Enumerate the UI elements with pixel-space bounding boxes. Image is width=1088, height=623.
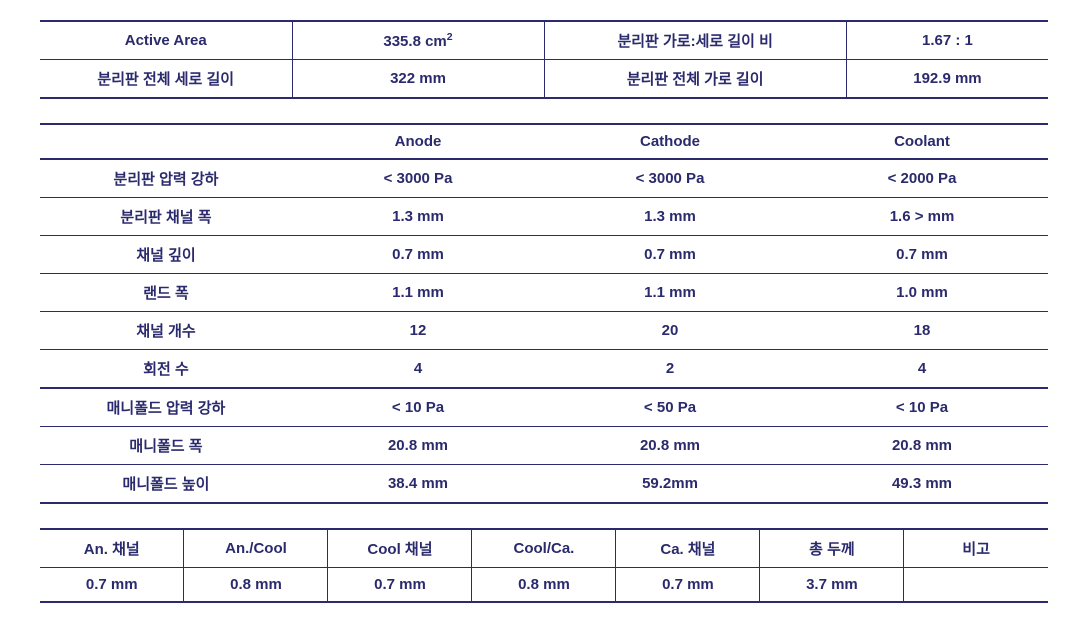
cell-value: 192.9 mm xyxy=(846,60,1048,99)
cell-value: 0.8 mm xyxy=(472,568,616,603)
col-header: Ca. 채널 xyxy=(616,529,760,568)
col-header: Cool/Ca. xyxy=(472,529,616,568)
cell-coolant: 1.0 mm xyxy=(796,274,1048,312)
cell-cathode: 59.2mm xyxy=(544,465,796,504)
col-header-blank xyxy=(40,124,292,159)
cell-cathode: 20 xyxy=(544,312,796,350)
col-header: Cool 채널 xyxy=(328,529,472,568)
cell-anode: 1.1 mm xyxy=(292,274,544,312)
table-row: 매니폴드 폭 20.8 mm 20.8 mm 20.8 mm xyxy=(40,427,1048,465)
table-row: 회전 수 4 2 4 xyxy=(40,350,1048,389)
cell-value: 322 mm xyxy=(292,60,544,99)
table-row: 분리판 채널 폭 1.3 mm 1.3 mm 1.6 > mm xyxy=(40,198,1048,236)
cell-value: 0.7 mm xyxy=(40,568,184,603)
cell-coolant: 20.8 mm xyxy=(796,427,1048,465)
cell-value: 0.8 mm xyxy=(184,568,328,603)
cell-anode: 38.4 mm xyxy=(292,465,544,504)
cell-cathode: < 50 Pa xyxy=(544,388,796,427)
cell-coolant: < 10 Pa xyxy=(796,388,1048,427)
cell-label: 분리판 전체 세로 길이 xyxy=(40,60,292,99)
cell-anode: 4 xyxy=(292,350,544,389)
row-label: 채널 개수 xyxy=(40,312,292,350)
col-header: 총 두께 xyxy=(760,529,904,568)
cell-coolant: 18 xyxy=(796,312,1048,350)
col-header: 비고 xyxy=(904,529,1048,568)
table-row: 분리판 전체 세로 길이 322 mm 분리판 전체 가로 길이 192.9 m… xyxy=(40,60,1048,99)
top-summary-table: Active Area 335.8 cm2 분리판 가로:세로 길이 비 1.6… xyxy=(40,20,1048,99)
cell-value: 1.67 : 1 xyxy=(846,21,1048,60)
col-header-cathode: Cathode xyxy=(544,124,796,159)
thickness-header-row: An. 채널 An./Cool Cool 채널 Cool/Ca. Ca. 채널 … xyxy=(40,529,1048,568)
cell-value: 0.7 mm xyxy=(616,568,760,603)
cell-coolant: 49.3 mm xyxy=(796,465,1048,504)
table-row: 분리판 압력 강하 < 3000 Pa < 3000 Pa < 2000 Pa xyxy=(40,159,1048,198)
table-row: 매니폴드 높이 38.4 mm 59.2mm 49.3 mm xyxy=(40,465,1048,504)
col-header-coolant: Coolant xyxy=(796,124,1048,159)
table-row: 랜드 폭 1.1 mm 1.1 mm 1.0 mm xyxy=(40,274,1048,312)
col-header: An./Cool xyxy=(184,529,328,568)
cell-cathode: 1.3 mm xyxy=(544,198,796,236)
cell-coolant: 1.6 > mm xyxy=(796,198,1048,236)
cell-anode: < 10 Pa xyxy=(292,388,544,427)
cell-cathode: < 3000 Pa xyxy=(544,159,796,198)
cell-value: 0.7 mm xyxy=(328,568,472,603)
row-label: 분리판 압력 강하 xyxy=(40,159,292,198)
cell-value xyxy=(904,568,1048,603)
col-header: An. 채널 xyxy=(40,529,184,568)
cell-cathode: 0.7 mm xyxy=(544,236,796,274)
row-label: 회전 수 xyxy=(40,350,292,389)
cell-label: 분리판 전체 가로 길이 xyxy=(544,60,846,99)
spec-table: Anode Cathode Coolant 분리판 압력 강하 < 3000 P… xyxy=(40,123,1048,504)
cell-label: 분리판 가로:세로 길이 비 xyxy=(544,21,846,60)
cell-cathode: 2 xyxy=(544,350,796,389)
row-label: 분리판 채널 폭 xyxy=(40,198,292,236)
cell-cathode: 20.8 mm xyxy=(544,427,796,465)
row-label: 매니폴드 폭 xyxy=(40,427,292,465)
cell-anode: 12 xyxy=(292,312,544,350)
row-label: 채널 깊이 xyxy=(40,236,292,274)
cell-coolant: 0.7 mm xyxy=(796,236,1048,274)
row-label: 랜드 폭 xyxy=(40,274,292,312)
cell-anode: 0.7 mm xyxy=(292,236,544,274)
cell-value: 335.8 cm2 xyxy=(292,21,544,60)
col-header-anode: Anode xyxy=(292,124,544,159)
value-text: 335.8 cm xyxy=(383,33,446,50)
table-row: 채널 개수 12 20 18 xyxy=(40,312,1048,350)
table-row: 채널 깊이 0.7 mm 0.7 mm 0.7 mm xyxy=(40,236,1048,274)
superscript: 2 xyxy=(447,31,453,43)
thickness-table: An. 채널 An./Cool Cool 채널 Cool/Ca. Ca. 채널 … xyxy=(40,528,1048,603)
row-label: 매니폴드 높이 xyxy=(40,465,292,504)
cell-anode: 1.3 mm xyxy=(292,198,544,236)
cell-label: Active Area xyxy=(40,21,292,60)
table-row: 0.7 mm 0.8 mm 0.7 mm 0.8 mm 0.7 mm 3.7 m… xyxy=(40,568,1048,603)
row-label: 매니폴드 압력 강하 xyxy=(40,388,292,427)
cell-value: 3.7 mm xyxy=(760,568,904,603)
cell-anode: < 3000 Pa xyxy=(292,159,544,198)
cell-coolant: < 2000 Pa xyxy=(796,159,1048,198)
spec-header-row: Anode Cathode Coolant xyxy=(40,124,1048,159)
cell-cathode: 1.1 mm xyxy=(544,274,796,312)
table-row: 매니폴드 압력 강하 < 10 Pa < 50 Pa < 10 Pa xyxy=(40,388,1048,427)
cell-coolant: 4 xyxy=(796,350,1048,389)
table-row: Active Area 335.8 cm2 분리판 가로:세로 길이 비 1.6… xyxy=(40,21,1048,60)
cell-anode: 20.8 mm xyxy=(292,427,544,465)
